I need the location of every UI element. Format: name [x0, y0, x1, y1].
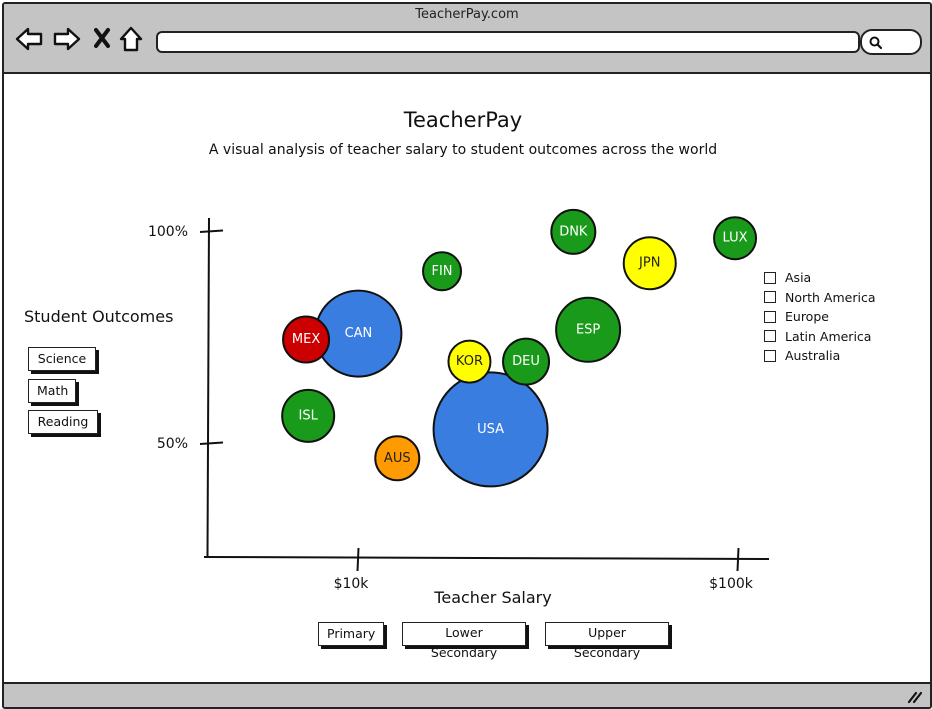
bubble-lux[interactable]: LUX	[713, 216, 758, 261]
checkbox[interactable]	[764, 349, 776, 362]
bubble-label: AUS	[384, 451, 411, 466]
search-icon	[869, 36, 883, 50]
bubble-label: DEU	[512, 354, 540, 369]
x-axis-line	[203, 556, 770, 560]
legend-item-north-america[interactable]: North America	[764, 288, 876, 308]
bubble-circle[interactable]	[550, 208, 597, 255]
address-bar[interactable]	[156, 31, 860, 53]
y-tick-label: 50%	[157, 436, 188, 452]
checkbox[interactable]	[764, 291, 776, 304]
browser-search-field[interactable]	[860, 29, 922, 55]
legend-label: Europe	[785, 309, 829, 325]
legend-item-europe[interactable]: Europe	[764, 307, 876, 327]
bubble-circle[interactable]	[502, 337, 551, 386]
y-tick-mark	[199, 229, 224, 233]
resize-grip-icon[interactable]	[906, 688, 924, 704]
legend-item-latin-america[interactable]: Latin America	[764, 327, 876, 347]
y-tick-label: 100%	[148, 224, 188, 240]
x-tick-label: $10k	[334, 576, 370, 592]
bubble-circle[interactable]	[713, 216, 758, 261]
bubble-circle[interactable]	[432, 371, 549, 488]
x-tick-mark	[356, 547, 360, 572]
primary-button[interactable]: Primary	[318, 622, 384, 646]
browser-toolbar: TeacherPay.com	[4, 4, 930, 74]
bubble-circle[interactable]	[374, 435, 421, 482]
bubble-circle[interactable]	[447, 339, 492, 384]
bubble-mex[interactable]: MEX	[282, 315, 331, 364]
bubble-circle[interactable]	[282, 315, 331, 364]
y-axis-title: Student Outcomes	[24, 307, 174, 326]
bubble-label: CAN	[345, 326, 373, 341]
page-title: TeacherPay	[403, 108, 523, 132]
stop-x-icon[interactable]	[90, 24, 120, 54]
bubble-circle[interactable]	[555, 296, 622, 363]
lower-secondary-button[interactable]: Lower Secondary	[402, 622, 526, 660]
bubble-jpn[interactable]: JPN	[622, 236, 677, 291]
bubble-label: LUX	[723, 231, 748, 246]
bubble-usa[interactable]: USA	[432, 371, 549, 488]
legend-item-australia[interactable]: Australia	[764, 346, 876, 366]
bubble-label: JPN	[638, 256, 660, 271]
bubble-label: ESP	[576, 322, 600, 337]
reading-button[interactable]: Reading	[28, 410, 98, 434]
bubble-esp[interactable]: ESP	[555, 296, 622, 363]
y-tick-mark	[199, 441, 224, 445]
legend-label: Latin America	[785, 328, 872, 344]
bubble-label: DNK	[559, 224, 588, 239]
bubble-deu[interactable]: DEU	[502, 337, 551, 386]
window-title: TeacherPay.com	[415, 7, 519, 22]
x-axis-title: Teacher Salary	[433, 588, 551, 607]
bubble-isl[interactable]: ISL	[281, 388, 336, 443]
y-axis-line	[206, 217, 210, 557]
bubble-kor[interactable]: KOR	[447, 339, 492, 384]
legend-label: Asia	[785, 270, 812, 286]
legend-label: Australia	[785, 348, 841, 364]
forward-arrow-icon[interactable]	[52, 24, 82, 54]
checkbox[interactable]	[764, 271, 776, 284]
bubble-dnk[interactable]: DNK	[550, 208, 597, 255]
legend-label: North America	[785, 289, 876, 305]
back-arrow-icon[interactable]	[14, 24, 44, 54]
checkbox[interactable]	[764, 330, 776, 343]
checkbox[interactable]	[764, 310, 776, 323]
bubble-label: MEX	[292, 332, 320, 347]
math-button[interactable]: Math	[28, 379, 76, 403]
bubble-label: USA	[477, 422, 504, 437]
bubble-circle[interactable]	[281, 388, 336, 443]
bubble-fin[interactable]: FIN	[422, 251, 463, 292]
science-button[interactable]: Science	[28, 347, 96, 371]
bubble-label: KOR	[456, 354, 483, 369]
bubble-label: ISL	[299, 408, 319, 423]
bubble-circle[interactable]	[422, 251, 463, 292]
x-tick-label: $100k	[709, 576, 754, 592]
bubble-label: FIN	[431, 264, 452, 279]
legend-item-asia[interactable]: Asia	[764, 268, 876, 288]
region-legend: Asia North America Europe Latin America …	[764, 268, 876, 366]
page-subtitle: A visual analysis of teacher salary to s…	[208, 142, 718, 158]
bubble-circle[interactable]	[622, 236, 677, 291]
upper-secondary-button[interactable]: Upper Secondary	[545, 622, 669, 660]
home-icon[interactable]	[116, 24, 146, 54]
status-bar	[4, 682, 930, 707]
bubble-aus[interactable]: AUS	[374, 435, 421, 482]
x-tick-mark	[736, 547, 740, 572]
